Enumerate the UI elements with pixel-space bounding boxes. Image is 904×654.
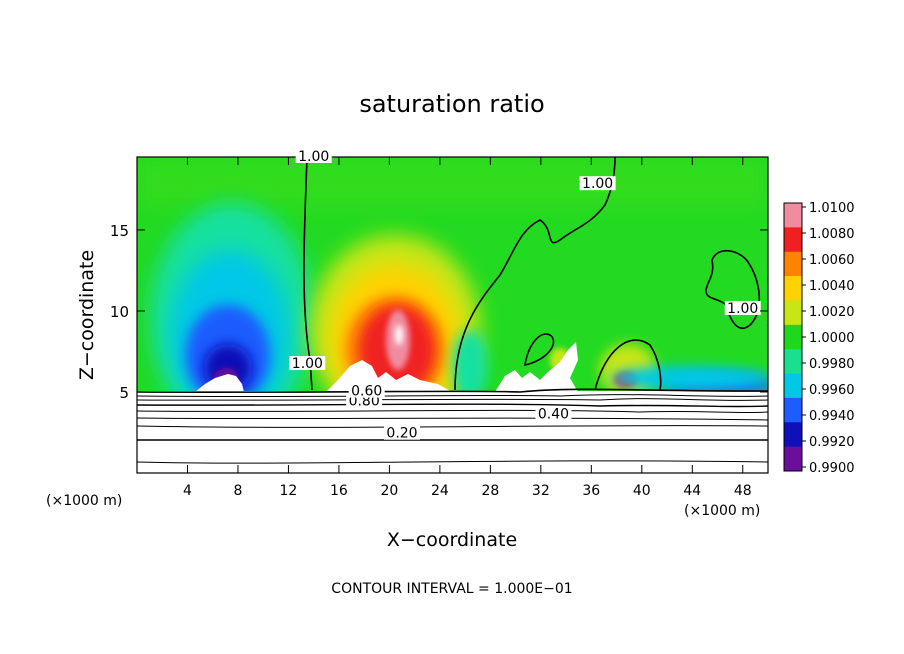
x-tick-label: 44 [683, 483, 701, 499]
colorbar-swatch [784, 300, 802, 326]
colorbar-swatch [784, 349, 802, 375]
plot-frame [136, 156, 769, 474]
colorbar-swatch [784, 373, 802, 399]
chart-title: saturation ratio [359, 90, 544, 118]
contour-label-bg [295, 149, 332, 163]
x-tick-label: 16 [330, 483, 348, 499]
colorbar-label: 1.0000 [809, 331, 855, 346]
field-upper-band [137, 157, 768, 207]
contour-labels: 0.200.400.800.601.001.001.001.00 [289, 149, 761, 442]
colorbar-label: 0.9940 [809, 409, 855, 424]
x-tick-label: 20 [380, 483, 398, 499]
colorbar-swatch [784, 276, 802, 301]
x-tick-label: 36 [582, 483, 600, 499]
colorbar-label: 0.9960 [809, 383, 855, 398]
saturation-field [137, 157, 768, 473]
x-tick-label: 4 [183, 483, 192, 499]
x-tick-label: 12 [280, 483, 298, 499]
x-tick-label: 28 [481, 483, 499, 499]
colorbar-label: 1.0040 [809, 279, 855, 294]
x-tick-label: 8 [233, 483, 242, 499]
contour-label: 1.00 [582, 176, 613, 192]
contour-label: 1.00 [727, 301, 758, 317]
x-unit-label-right: (×1000 m) [684, 503, 760, 519]
colorbar-swatch [784, 203, 802, 228]
contour-label-bg [384, 425, 421, 440]
contour-interval-note: CONTOUR INTERVAL = 1.000E−01 [331, 581, 572, 597]
contour-label-bg [535, 406, 572, 421]
colorbar-swatch [784, 324, 802, 350]
colorbar-label: 1.0020 [809, 305, 855, 320]
colorbar-swatch [784, 422, 802, 448]
contour-label-bg [289, 356, 326, 371]
right-cyan-band [610, 366, 768, 390]
contour-label-bg [348, 383, 385, 398]
colorbar-swatch [784, 446, 802, 472]
colorbar-label: 1.0100 [809, 201, 855, 216]
colorbar-swatch [784, 251, 802, 277]
colorbar-label: 1.0080 [809, 227, 855, 242]
colorbar-swatch [784, 227, 802, 253]
colorbar-label: 0.9900 [809, 461, 855, 476]
upper-contours [303, 157, 761, 391]
y-tick-label: 5 [119, 384, 129, 402]
x-tick-label: 48 [734, 483, 752, 499]
center-plume-white [395, 325, 403, 345]
colorbar: 1.0100 1.0080 1.0060 1.0040 1.0020 1.0000 0.99… [783, 201, 855, 476]
colorbar-label: 1.0060 [809, 253, 855, 268]
x-tick-label: 40 [633, 483, 651, 499]
colorbar-swatch [784, 397, 802, 423]
contour-label: 0.40 [538, 406, 569, 422]
colorbar-label: 0.9920 [809, 435, 855, 450]
x-tick-label: 32 [532, 483, 550, 499]
fringe-cyan [452, 330, 488, 400]
cloud-left [195, 374, 244, 392]
contour-label: 0.60 [351, 384, 382, 400]
colorbar-label: 0.9980 [809, 357, 855, 372]
y-tick-label: 10 [110, 303, 129, 321]
y-axis-title: Z−coordinate [76, 250, 98, 380]
contour-label: 0.20 [386, 426, 417, 442]
cloud-right [495, 342, 578, 392]
contour-label-bg [579, 176, 616, 191]
x-tick-label: 24 [431, 483, 449, 499]
contour-label: 1.00 [292, 356, 323, 372]
x-axis-title: X−coordinate [387, 529, 517, 551]
y-tick-label: 15 [110, 222, 129, 240]
x-unit-label-left: (×1000 m) [46, 493, 122, 509]
contour-label: 1.00 [298, 149, 329, 165]
contour-label-bg [724, 300, 761, 315]
